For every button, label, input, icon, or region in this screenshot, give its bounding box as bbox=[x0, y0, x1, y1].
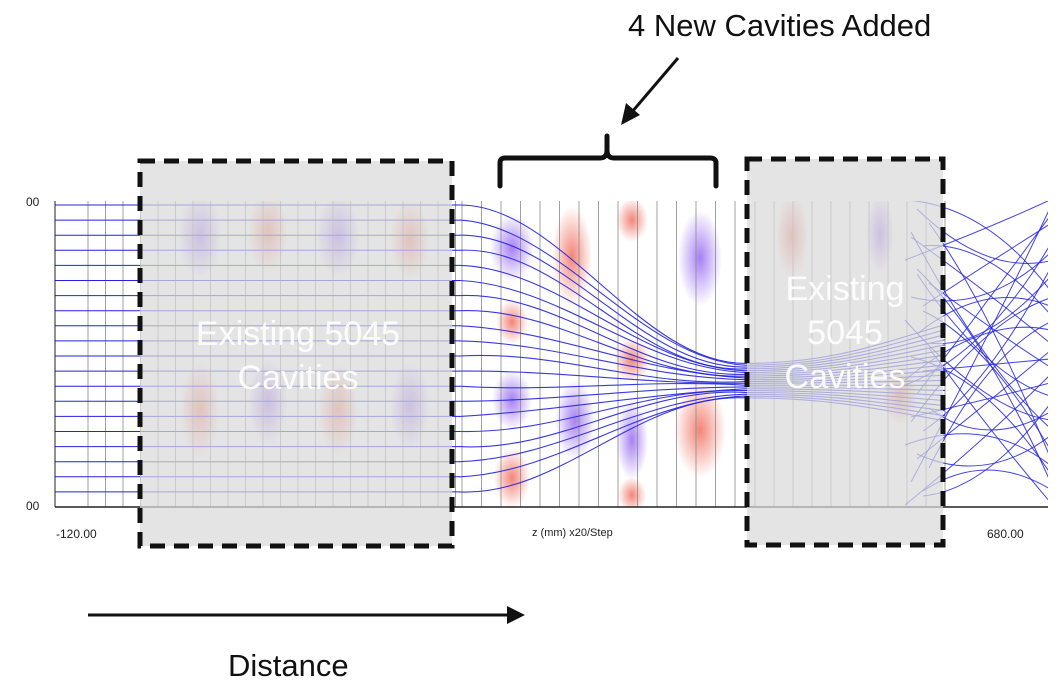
field-blob bbox=[494, 448, 530, 507]
x-tick-min: -120.00 bbox=[56, 527, 97, 541]
x-tick-max: 680.00 bbox=[987, 527, 1024, 541]
field-blob bbox=[616, 201, 648, 242]
zone-right-fill bbox=[747, 159, 943, 545]
zone-right-border bbox=[744, 156, 946, 548]
field-blob bbox=[490, 214, 534, 282]
scattered-trajectory bbox=[928, 222, 1048, 454]
callout-arrow bbox=[621, 57, 680, 125]
existing-cavities-left bbox=[137, 158, 455, 549]
zone-left-label: Existing 5045 Cavities bbox=[150, 312, 446, 400]
field-blob bbox=[618, 477, 646, 507]
field-blob bbox=[552, 206, 592, 306]
y-tick-top: 00 bbox=[26, 195, 40, 209]
zone-right-label-line: Existing bbox=[785, 270, 905, 308]
zone-left-border bbox=[137, 158, 455, 549]
x-axis-label: z (mm) x20/Step bbox=[532, 527, 613, 539]
zone-left-fill bbox=[140, 161, 452, 546]
zone-right-label-line: Cavities bbox=[784, 358, 906, 396]
zone-right-label: Existing 5045 Cavities bbox=[755, 267, 935, 399]
distance-arrow bbox=[88, 606, 525, 624]
y-tick-bottom: 00 bbox=[26, 499, 40, 513]
new-cavities-brace bbox=[497, 133, 719, 189]
zone-left-label-line: Cavities bbox=[237, 359, 359, 397]
field-blob bbox=[616, 400, 648, 480]
callout-label: 4 New Cavities Added bbox=[628, 8, 932, 43]
zone-right-label-line: 5045 bbox=[807, 314, 883, 352]
zone-left-label-line: Existing 5045 bbox=[195, 315, 401, 353]
field-blob bbox=[678, 210, 722, 306]
distance-label: Distance bbox=[228, 648, 349, 683]
existing-cavities-right bbox=[744, 156, 946, 548]
